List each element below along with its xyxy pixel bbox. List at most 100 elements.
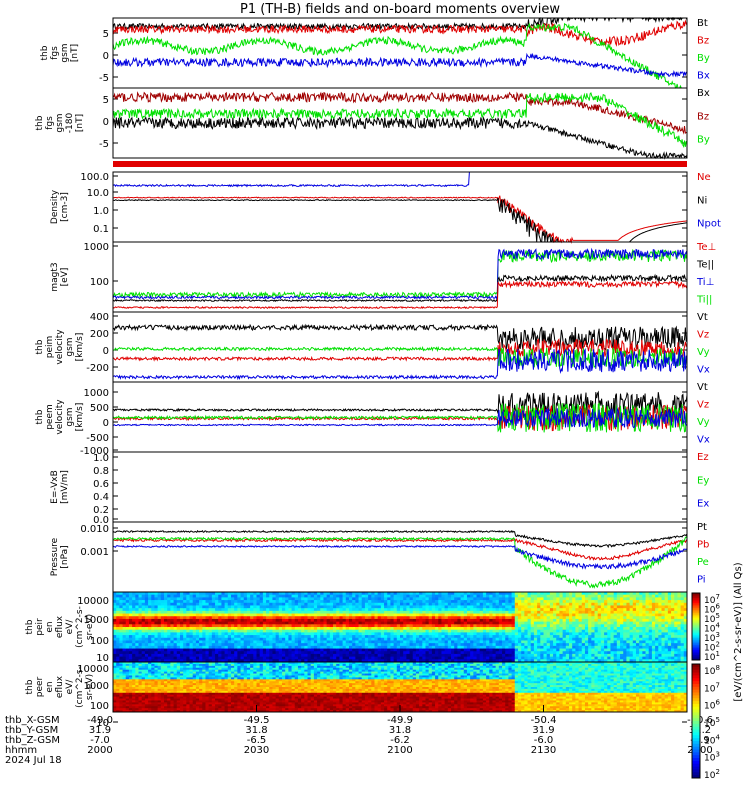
spectrogram-peir-cell [250,653,254,658]
spectrogram-peir-cell [412,659,417,663]
spectrogram-peir-cell [151,659,155,663]
spectrogram-peir-cell [674,645,678,649]
spectrogram-peir-cell [179,594,184,598]
spectrogram-peir-cell [559,613,564,617]
spectrogram-peir-cell [642,608,646,612]
spectrogram-peir-cell [368,656,372,660]
spectrogram-peir-cell [262,594,267,598]
spectrogram-peir-cell [642,632,646,636]
spectrogram-peir-cell [348,600,353,604]
spectrogram-peir-cell [259,592,264,596]
spectrogram-peir-cell [438,621,442,625]
spectrogram-peir-cell [521,597,525,601]
spectrogram-peir-cell [486,629,490,633]
spectrogram-peer-cell [122,679,127,682]
spectrogram-peir-cell [632,659,637,663]
spectrogram-peir-cell [486,608,490,612]
spectrogram-peir-cell [584,592,589,596]
spectrogram-peir-cell [227,648,232,652]
spectrogram-peir-cell [320,659,324,663]
spectrogram-peir-cell [234,602,238,606]
spectrogram-peir-cell [517,648,522,652]
spectrogram-peir-cell [514,597,519,601]
spectrogram-peir-cell [342,627,347,631]
spectrogram-peir-cell [138,648,143,652]
spectrogram-peir-cell [517,632,522,636]
spectrogram-peir-cell [505,629,509,633]
spectrogram-peir-cell [380,651,385,655]
spectrogram-peir-cell [645,643,650,647]
series-vet [113,390,688,420]
spectrogram-peir-cell [164,651,168,655]
spectrogram-peir-cell [125,651,130,655]
spectrogram-peir-cell [374,629,379,633]
spectrogram-peir-cell [514,602,519,606]
spectrogram-peir-cell [320,594,324,598]
spectrogram-peir-cell [667,632,672,636]
spectrogram-peir-cell [441,635,446,639]
spectrogram-peir-cell [138,637,143,641]
panel-fgs-legend-1: Bz [697,36,709,47]
spectrogram-peir-cell [482,602,487,606]
spectrogram-peir-cell [170,637,174,641]
spectrogram-peir-cell [594,618,599,623]
spectrogram-peir-cell [591,608,595,612]
spectrogram-peir-cell [345,656,350,660]
spectrogram-peir-cell [230,592,235,596]
spectrogram-peir-cell [425,621,430,625]
spectrogram-peir-cell [377,629,382,633]
spectrogram-peir-cell [317,613,321,617]
spectrogram-peir-cell [250,616,254,620]
spectrogram-peir-cell [320,643,324,647]
spectrogram-peir-cell [664,608,669,612]
spectrogram-peir-cell [167,613,171,617]
spectrogram-peir-cell [173,640,178,644]
spectrogram-peir-cell [119,651,123,655]
spectrogram-peir-cell [390,605,395,609]
spectrogram-peir-cell [479,613,484,617]
spectrogram-peir-cell [269,635,273,639]
spectrogram-peir-cell [323,651,328,655]
spectrogram-peir-cell [135,635,139,639]
spectrogram-peir-cell [463,608,468,612]
spectrogram-peir-cell [138,635,143,639]
spectrogram-peir-cell [511,632,516,636]
spectrogram-peir-cell [406,627,410,631]
spectrogram-peir-cell [658,597,662,601]
spectrogram-peir-cell [514,637,519,641]
spectrogram-peir-cell [243,621,248,625]
spectrogram-peer-cell [122,694,127,698]
spectrogram-peir-cell [444,659,449,663]
spectrogram-peir-cell [524,648,528,652]
spectrogram-peir-cell [240,645,245,649]
spectrogram-peir-cell [326,651,331,655]
spectrogram-peir-cell [610,621,615,625]
spectrogram-peir-cell [253,592,257,596]
spectrogram-peir-cell [575,610,579,614]
spectrogram-peir-cell [655,632,659,636]
spectrogram-peir-cell [278,597,283,601]
spectrogram-peir-cell [533,597,538,601]
spectrogram-peir-cell [514,648,519,652]
spectrogram-peir-cell [489,640,493,644]
spectrogram-peir-cell [591,627,595,631]
spectrogram-peir-cell [495,645,500,649]
spectrogram-peir-cell [288,637,292,641]
spectrogram-peir-cell [323,624,328,628]
spectrogram-peir-cell [278,608,283,612]
spectrogram-peir-cell [205,648,210,652]
spectrogram-peir-cell [230,651,235,655]
spectrogram-peir-cell [390,632,395,636]
spectrogram-peir-cell [412,651,417,655]
spectrogram-peir-cell [186,602,190,606]
spectrogram-peir-cell [639,605,643,609]
series-teperp [112,279,688,310]
spectrogram-peir-cell [667,651,672,655]
spectrogram-peir-cell [125,594,130,598]
spectrogram-peir-cell [122,653,127,658]
spectrogram-peir-cell [132,656,136,660]
spectrogram-peir-cell [412,618,417,623]
spectrogram-peir-cell [320,621,324,625]
spectrogram-peir-cell [473,610,477,614]
spectrogram-peir-cell [380,656,385,660]
